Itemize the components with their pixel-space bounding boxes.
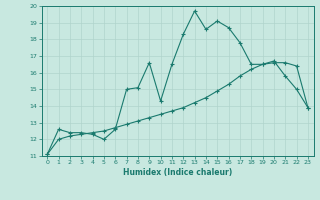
- X-axis label: Humidex (Indice chaleur): Humidex (Indice chaleur): [123, 168, 232, 177]
